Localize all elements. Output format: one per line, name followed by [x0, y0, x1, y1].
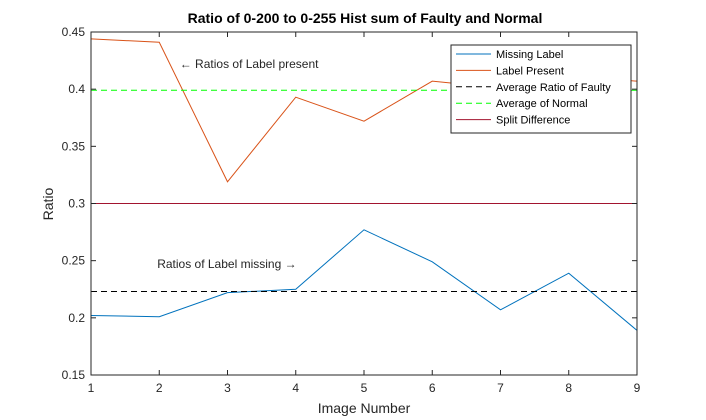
legend-label: Split Difference — [496, 115, 570, 127]
x-tick-label: 9 — [634, 381, 641, 395]
y-tick-label: 0.4 — [68, 82, 85, 96]
y-axis-label: Ratio — [40, 187, 56, 220]
legend: Missing Label Label Present Average Ratio … — [450, 44, 632, 134]
x-tick-label: 8 — [565, 381, 572, 395]
x-tick-label: 6 — [429, 381, 436, 395]
legend-label: Average Ratio of Faulty — [496, 82, 611, 94]
x-tick-label: 3 — [224, 381, 231, 395]
y-tick-label: 0.2 — [68, 311, 85, 325]
y-tick-label: 0.3 — [68, 197, 85, 211]
annotation-1: ← Ratios of Label present — [180, 57, 319, 71]
series-line-1 — [90, 229, 638, 331]
x-tick-label: 2 — [156, 381, 163, 395]
x-tick-label: 7 — [497, 381, 504, 395]
x-tick-label: 5 — [361, 381, 368, 395]
x-tick-label: 1 — [88, 381, 95, 395]
y-tick-label: 0.45 — [62, 25, 86, 39]
y-tick-label: 0.25 — [62, 254, 86, 268]
chart-title: Ratio of 0-200 to 0-255 Hist sum of Faul… — [188, 10, 543, 26]
series-layer — [90, 38, 638, 331]
legend-label: Label Present — [496, 65, 564, 77]
legend-box — [450, 44, 632, 134]
legend-label: Missing Label — [496, 49, 563, 61]
x-tick-label: 4 — [292, 381, 299, 395]
legend-label: Average of Normal — [496, 98, 588, 110]
y-tick-label: 0.35 — [62, 139, 86, 153]
annotation-layer: ← Ratios of Label present Ratios of Label… — [157, 57, 319, 271]
tick-layer: 1 2 3 4 5 6 7 8 9 0.15 0.2 0.25 0.3 0.35 0.4 0.45 — [62, 25, 641, 395]
x-axis-label: Image Number — [318, 400, 411, 416]
y-tick-label: 0.15 — [62, 368, 86, 382]
annotation-2: Ratios of Label missing → — [157, 257, 296, 271]
